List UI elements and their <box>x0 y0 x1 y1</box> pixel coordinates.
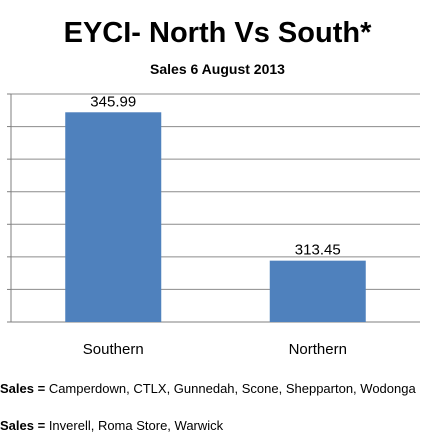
chart-title: EYCI- North Vs South* <box>63 17 372 49</box>
bar-southern <box>65 112 162 322</box>
chart-subtitle: Sales 6 August 2013 <box>150 61 285 77</box>
note-label: Sales = <box>0 381 46 396</box>
bar-northern <box>269 260 366 322</box>
note-label: Sales = <box>0 418 46 433</box>
category-label: Northern <box>289 341 347 358</box>
northern-sales-note: Sales = Inverell, Roma Store, Warwick <box>0 418 435 433</box>
data-label: 313.45 <box>295 242 341 259</box>
data-label: 345.99 <box>90 93 136 110</box>
bar-chart: 345.99 Southern 313.45 Northern <box>7 93 420 358</box>
category-label: Southern <box>83 341 144 358</box>
note-text: Camperdown, CTLX, Gunnedah, Scone, Shepp… <box>48 381 416 396</box>
note-text: Inverell, Roma Store, Warwick <box>48 418 224 433</box>
southern-sales-note: Sales = Camperdown, CTLX, Gunnedah, Scon… <box>0 381 435 396</box>
